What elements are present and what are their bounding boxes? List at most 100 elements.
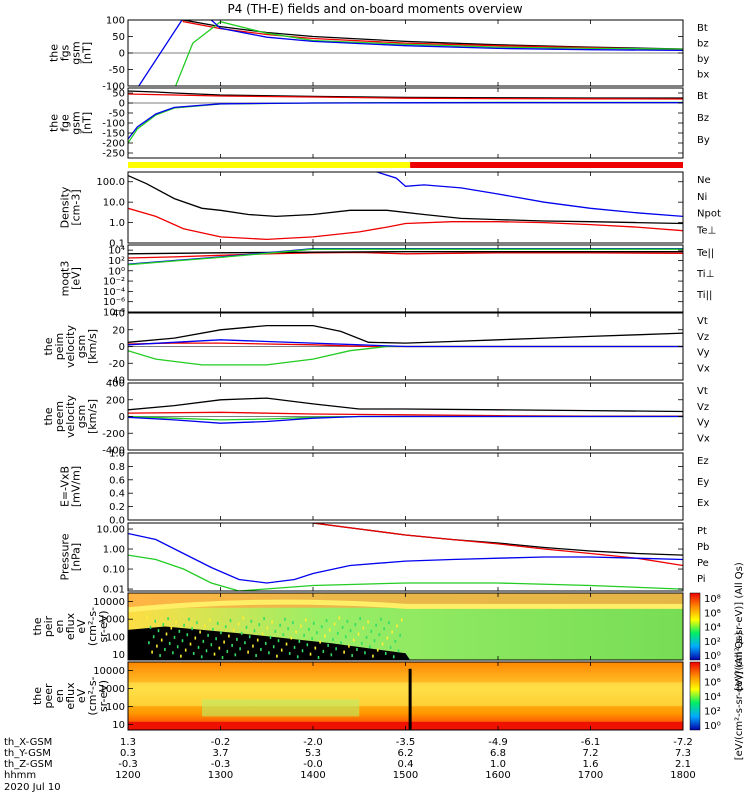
density-ytick-label: 100.0: [96, 177, 125, 188]
time-tick-label: 1600: [485, 770, 510, 781]
peim-ytick-label: -20: [109, 359, 125, 370]
moqt3-ytick-label: 10⁻⁴: [103, 287, 125, 298]
peer-colorbar-label: [eV/(cm²-s-sr-eV)] (All Qs): [734, 632, 745, 761]
panel-fge: 500-50-100-150-200-250 Bt Bz By thefgegsm[nT…: [48, 87, 710, 160]
time-tick-label: 2.1: [675, 759, 691, 770]
fge-legend-Bt: Bt: [697, 91, 708, 102]
peem-legend-Vz: Vz: [697, 402, 709, 413]
fge-series-Bt: [128, 90, 683, 99]
fgs-legend-Bt: Bt: [697, 23, 708, 34]
pressure-legend-Pi: Pi: [697, 574, 706, 585]
peem-ytick-label: 400: [106, 379, 125, 390]
efield-ytick-label: 0.4: [109, 489, 125, 500]
peer-colorbar-tick: 10⁸: [704, 663, 721, 674]
density-ytick-label: 1.0: [109, 218, 125, 229]
peir-ytick-label: 1000: [100, 615, 125, 626]
fge-ytick-label: -100: [102, 119, 125, 130]
peir-colorbar-label: [eV/(cm²-s-sr-eV)] (All Qs): [734, 562, 745, 691]
fge-legend-Bz: Bz: [697, 113, 709, 124]
pressure-ylabel: Pressure[nPa]: [59, 533, 83, 580]
peir-colorbar: [689, 592, 701, 661]
time-tick-label: 1300: [208, 770, 233, 781]
fgs-ytick-label: -100: [102, 82, 125, 93]
fge-series-Bz: [128, 93, 683, 100]
peer-colorbar-tick: 10⁴: [704, 692, 721, 703]
fgs-ytick-label: 0: [119, 49, 125, 60]
peer-ytick-label: 10000: [93, 666, 125, 677]
peer-spectrogram: [128, 662, 683, 730]
moqt3-ytick-label: 10⁰: [108, 266, 125, 277]
fge-ytick-label: -50: [109, 109, 125, 120]
peer-ytick-label: 1000: [100, 684, 125, 695]
peem-series-Vx: [128, 415, 683, 424]
peer-colorbar-tick: 10²: [704, 707, 721, 718]
pressure-ytick-label: 0.10: [103, 565, 125, 576]
efield-ytick-label: 0.8: [109, 462, 125, 473]
peir-colorbar-tick: 10²: [704, 637, 721, 648]
time-tick-label: 1400: [300, 770, 325, 781]
fge-legend-By: By: [697, 135, 710, 146]
peir-ytick-label: 100: [106, 632, 125, 643]
pressure-legend-Pt: Pt: [697, 526, 707, 537]
peem-legend-Vt: Vt: [697, 386, 708, 397]
density-frame: [127, 171, 684, 244]
pressure-ytick-label: 10.00: [96, 525, 125, 536]
peir-spectrogram: [128, 593, 683, 660]
moqt3-legend-Te||: Te||: [696, 248, 714, 259]
mode-segment-0: [128, 162, 411, 168]
time-tick-label: 6.8: [490, 748, 506, 759]
time-tick-label: 1.0: [490, 759, 506, 770]
pressure-series-Pb: [312, 523, 683, 567]
efield-legend-Ey: Ey: [697, 477, 709, 488]
density-legend-Te⊥: Te⊥: [696, 225, 716, 236]
panel-pressure: 10.00 1.00 0.10 0.01 Pt Pb Pe Pi Pressure[nPa]: [59, 522, 709, 596]
efield-ytick-label: 0.0: [109, 516, 125, 527]
time-tick-label: 1500: [393, 770, 418, 781]
panel-peem: 400 200 0 -200 -400 Vt Vz Vy Vx thepeemvelocitygs…: [42, 379, 710, 457]
fgs-series-by: [174, 20, 683, 86]
time-tick-label: 6.2: [398, 748, 414, 759]
time-tick-label: -4.9: [488, 737, 508, 748]
time-row-label: th_X-GSM: [4, 737, 52, 748]
time-tick-label: 5.3: [305, 748, 321, 759]
peim-series-Vy: [128, 345, 683, 366]
moqt3-legend-Ti⊥: Ti⊥: [696, 269, 714, 280]
time-tick-label: -2.0: [303, 737, 323, 748]
efield-ytick-label: 1.0: [109, 449, 125, 460]
peer-colorbar-tick: 10⁶: [704, 678, 721, 689]
fge-ytick-label: -150: [102, 129, 125, 140]
time-row-label: th_Y-GSM: [4, 748, 51, 759]
peim-legend-Vy: Vy: [697, 348, 710, 359]
moqt3-ytick-label: 10⁴: [108, 246, 125, 257]
peer-ytick-label: 10: [112, 720, 125, 731]
time-tick-label: 7.2: [583, 748, 599, 759]
moqt3-series-Ti||: [128, 248, 683, 266]
density-ylabel: Density[cm-3]: [59, 186, 83, 228]
time-row-label: hhmm: [4, 770, 36, 781]
peer-ylabel: thepeerenefluxeV(cm²-s-sr-eV): [31, 676, 110, 715]
panel-efield: 1.0 0.8 0.6 0.4 0.2 0.0 Ez Ey Ex E=-VxB[mV/m]: [59, 449, 710, 527]
moqt3-series-Ti⊥: [128, 247, 683, 265]
time-tick-label: 1.3: [120, 737, 136, 748]
density-series-Npot: [374, 172, 683, 218]
density-series-Ni: [128, 175, 683, 225]
pressure-series-Pi: [128, 532, 683, 584]
panel-peim: 40 20 0 -20 -40 Vt Vz Vy Vx thepeimvelocitygsm[km…: [42, 309, 710, 387]
date-label: 2020 Jul 10: [4, 782, 61, 793]
efield-legend-Ex: Ex: [697, 498, 709, 509]
peir-colorbar-tick: 10⁴: [704, 623, 721, 634]
time-row-label: th_Z-GSM: [4, 759, 53, 770]
efield-ytick-label: 0.2: [109, 502, 125, 513]
fgs-legend-bx: bx: [697, 70, 709, 81]
fgs-ytick-label: -50: [109, 65, 125, 76]
peem-series-Vz: [128, 411, 683, 417]
panel-peir: 10⁸ 10⁶ 10⁴ 10² 10⁰ 10000 1000 100 10thepeirenef…: [31, 562, 745, 691]
peim-series-Vx: [128, 339, 683, 348]
time-tick-label: 7.3: [675, 748, 691, 759]
peer-colorbar-tick: 10⁰: [704, 721, 721, 732]
fgs-ytick-label: 50: [112, 32, 125, 43]
time-tick-label: 0.3: [120, 748, 136, 759]
time-tick-label: 1.6: [583, 759, 599, 770]
